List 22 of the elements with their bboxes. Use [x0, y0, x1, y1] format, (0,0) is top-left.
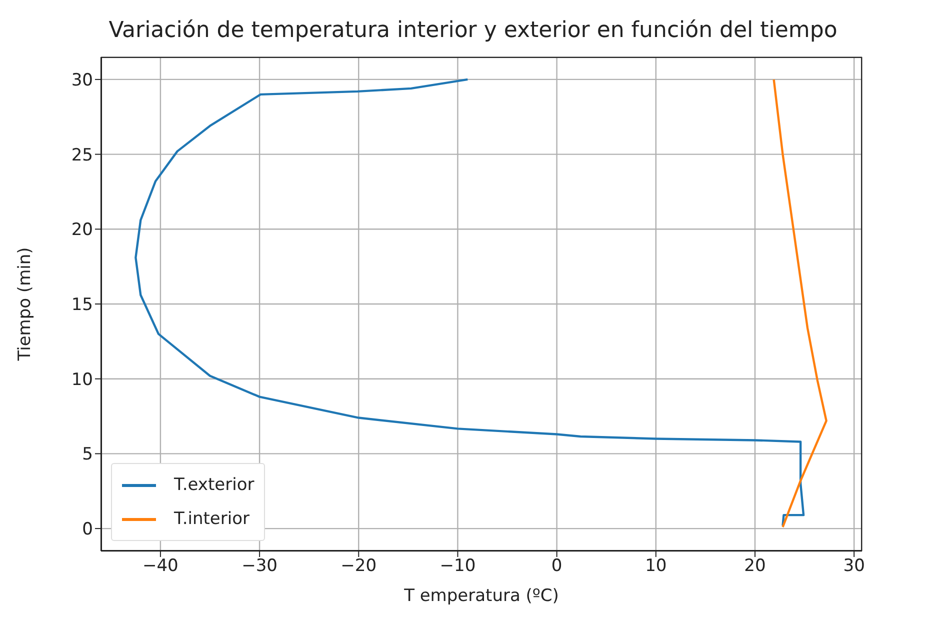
x-axis-title: T emperatura (ºC): [403, 586, 559, 606]
x-tick-label: −20: [340, 556, 377, 576]
y-tick-label: 20: [71, 220, 93, 240]
y-axis-title: Tiempo (min): [15, 247, 36, 362]
x-tick-label: −10: [440, 556, 476, 576]
x-tick-label: 30: [843, 556, 865, 576]
chart-title: Variación de temperatura interior y exterior en función del tiempo: [108, 18, 838, 43]
y-tick-label: 25: [71, 145, 93, 166]
line-series: [772, 78, 828, 528]
legend-label: T.exterior: [174, 474, 254, 497]
x-tick-label: 20: [744, 556, 766, 576]
y-tick-label: 30: [71, 70, 93, 90]
y-tick-label: 5: [82, 444, 93, 465]
y-tick-label: 15: [71, 295, 93, 316]
x-tick-label: −40: [142, 556, 178, 576]
x-tick-label: 10: [645, 556, 667, 576]
y-tick-label: 0: [82, 520, 93, 540]
x-tick-label: −30: [242, 556, 278, 576]
y-tick-label: 10: [71, 370, 93, 390]
line-series: [134, 78, 805, 527]
x-tick-label: 0: [551, 556, 562, 576]
legend-label: T.interior: [174, 508, 250, 531]
